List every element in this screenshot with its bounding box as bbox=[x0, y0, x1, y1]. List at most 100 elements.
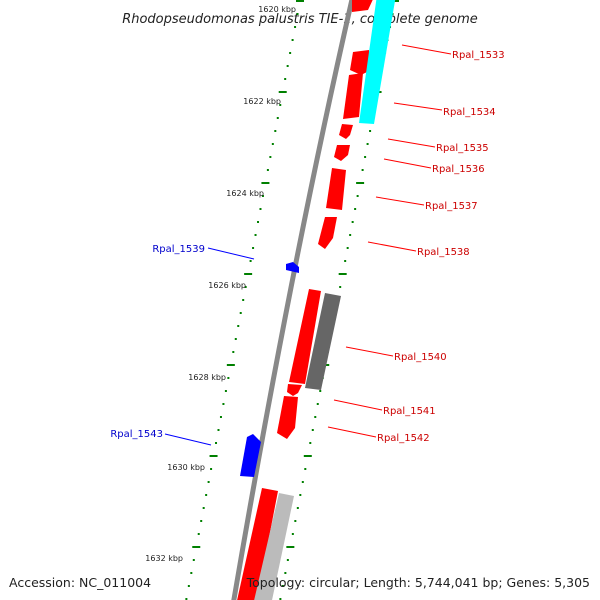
label-rpal-1541[interactable]: Rpal_1541 bbox=[383, 406, 436, 417]
tick-dot bbox=[209, 455, 218, 457]
tick-dot bbox=[319, 390, 322, 392]
tick-dot bbox=[232, 351, 235, 353]
label-rpal-1542[interactable]: Rpal_1542 bbox=[377, 433, 430, 444]
scale-label-1622: 1622 kbp bbox=[243, 97, 281, 106]
tick-dot bbox=[366, 143, 369, 145]
tick-dot bbox=[296, 0, 304, 2]
tick-dot bbox=[303, 455, 312, 457]
tick-dot bbox=[237, 325, 240, 327]
reverse-gene-labels: Rpal_1539 Rpal_1543 bbox=[110, 244, 205, 440]
gene-rpal-1538[interactable] bbox=[318, 217, 337, 249]
tick-dot bbox=[316, 403, 319, 405]
label-rpal-1540[interactable]: Rpal_1540 bbox=[394, 352, 447, 363]
tick-dot bbox=[269, 156, 272, 158]
tick-dot bbox=[242, 299, 245, 301]
tick-dot bbox=[289, 52, 292, 54]
tick-dot bbox=[192, 546, 201, 548]
label-rpal-1539[interactable]: Rpal_1539 bbox=[152, 244, 205, 255]
tick-dot bbox=[226, 364, 235, 366]
scale-labels: 1620 kbp 1622 kbp 1624 kbp 1626 kbp 1628… bbox=[145, 5, 296, 563]
tick-dot bbox=[284, 78, 287, 80]
tick-dot bbox=[279, 598, 282, 600]
tick-dot bbox=[244, 286, 247, 288]
tick-dot bbox=[234, 338, 237, 340]
tick-dot bbox=[338, 273, 347, 275]
tick-dot bbox=[244, 273, 253, 275]
tick-dot bbox=[227, 377, 230, 379]
tick-dot bbox=[314, 416, 317, 418]
tick-dot bbox=[278, 91, 287, 93]
label-rpal-1537[interactable]: Rpal_1537 bbox=[425, 201, 478, 212]
tick-dot bbox=[286, 559, 289, 561]
label-rpal-1533[interactable]: Rpal_1533 bbox=[452, 50, 505, 61]
tick-dot bbox=[294, 520, 297, 522]
tick-dot bbox=[304, 468, 307, 470]
gene-rpal-1539[interactable] bbox=[286, 262, 299, 273]
gene-rpal-1544[interactable] bbox=[236, 488, 278, 600]
tick-dot bbox=[197, 533, 200, 535]
tick-dot bbox=[301, 481, 304, 483]
tick-dot bbox=[207, 481, 210, 483]
gene-rpal-1535[interactable] bbox=[339, 124, 353, 139]
tick-dot bbox=[185, 598, 188, 600]
label-rpal-1536[interactable]: Rpal_1536 bbox=[432, 164, 485, 175]
scale-label-1620: 1620 kbp bbox=[258, 5, 296, 14]
genome-summary-text: Topology: circular; Length: 5,744,041 bp… bbox=[246, 575, 590, 590]
tick-dot bbox=[294, 26, 297, 28]
tick-dot bbox=[349, 234, 352, 236]
gene-rpal-1536[interactable] bbox=[334, 145, 350, 161]
tick-dot bbox=[219, 416, 222, 418]
tick-dot bbox=[215, 442, 218, 444]
genome-backbone bbox=[231, 0, 355, 600]
cds-cyan[interactable] bbox=[359, 0, 396, 124]
gene-rpal-1543[interactable] bbox=[240, 434, 261, 477]
tick-dot bbox=[190, 572, 193, 574]
tick-dot bbox=[261, 182, 270, 184]
scale-label-1626: 1626 kbp bbox=[208, 281, 246, 290]
tick-dot bbox=[210, 468, 213, 470]
tick-dot bbox=[187, 585, 190, 587]
tick-dot bbox=[222, 403, 225, 405]
label-rpal-1535[interactable]: Rpal_1535 bbox=[436, 143, 489, 154]
tick-dot bbox=[339, 286, 342, 288]
tick-dot bbox=[224, 390, 227, 392]
tick-dot bbox=[286, 65, 289, 67]
tick-dot bbox=[276, 117, 279, 119]
label-rpal-1538[interactable]: Rpal_1538 bbox=[417, 247, 470, 258]
cds-gray[interactable] bbox=[305, 293, 341, 390]
gene-rpal-1532[interactable] bbox=[352, 0, 375, 12]
tick-dot bbox=[281, 585, 284, 587]
forward-gene-labels: Rpal_1533 Rpal_1534 Rpal_1535 Rpal_1536 … bbox=[377, 50, 505, 444]
tick-dot bbox=[311, 429, 314, 431]
gene-rpal-1541[interactable] bbox=[287, 384, 302, 396]
label-rpal-1534[interactable]: Rpal_1534 bbox=[443, 107, 496, 118]
tick-dot bbox=[261, 195, 264, 197]
tick-dot bbox=[296, 13, 299, 15]
gene-rpal-1540[interactable] bbox=[289, 289, 321, 384]
tick-dot bbox=[257, 221, 260, 223]
tick-dot bbox=[271, 143, 274, 145]
tick-dot bbox=[284, 572, 287, 574]
tick-dot bbox=[217, 429, 220, 431]
gene-rpal-1534[interactable] bbox=[343, 73, 363, 119]
tick-dot bbox=[299, 494, 302, 496]
tick-dot bbox=[274, 130, 277, 132]
tick-dot bbox=[202, 507, 205, 509]
tick-dot bbox=[192, 559, 195, 561]
gene-rpal-1537[interactable] bbox=[326, 168, 346, 210]
tick-dot bbox=[369, 130, 372, 132]
gene-rpal-1542[interactable] bbox=[277, 396, 298, 439]
scale-label-1632: 1632 kbp bbox=[145, 554, 183, 563]
tick-dot bbox=[351, 221, 354, 223]
tick-dot bbox=[364, 156, 367, 158]
tick-dot bbox=[200, 520, 203, 522]
tick-dot bbox=[279, 104, 282, 106]
label-rpal-1543[interactable]: Rpal_1543 bbox=[110, 429, 163, 440]
tick-dot bbox=[249, 260, 252, 262]
gene-rpal-1533[interactable] bbox=[350, 50, 371, 75]
tick-dot bbox=[361, 169, 364, 171]
tick-dot bbox=[239, 312, 242, 314]
cds-lightgray[interactable] bbox=[253, 493, 294, 600]
tick-dot bbox=[266, 169, 269, 171]
